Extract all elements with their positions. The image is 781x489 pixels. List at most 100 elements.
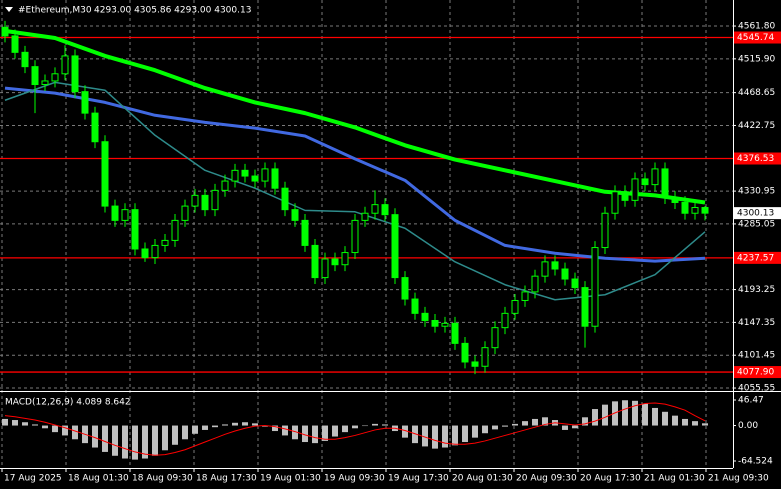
level-label-box <box>734 251 781 264</box>
y-tick-label: 4468.65 <box>738 88 775 98</box>
candle-body <box>491 327 499 349</box>
macd-bar <box>642 403 648 426</box>
candle-body <box>191 194 199 207</box>
macd-bar <box>232 422 238 426</box>
candle-body <box>481 347 489 367</box>
macd-bar <box>382 424 388 426</box>
candle-body <box>291 209 299 221</box>
level-label: 4237.57 <box>737 253 774 263</box>
macd-bar <box>202 425 208 430</box>
quote: 4293.00 4305.86 4293.00 4300.13 <box>94 6 251 16</box>
macd-bar <box>372 423 378 426</box>
macd-bar <box>142 425 148 459</box>
candle-body <box>81 91 89 114</box>
candle-body <box>11 35 19 53</box>
x-tick-label: 18 Aug 09:30 <box>132 474 193 484</box>
candle-body <box>671 197 679 204</box>
candle-body <box>531 275 539 293</box>
macd-bar <box>222 424 228 426</box>
macd-bar <box>512 423 518 426</box>
y-tick-label: 4515.90 <box>738 54 775 64</box>
macd-bar <box>452 425 458 446</box>
candle-body <box>581 287 589 327</box>
candle-body <box>231 169 239 182</box>
macd-bar <box>102 425 108 452</box>
candle-body <box>401 277 409 300</box>
candle-body <box>551 261 559 270</box>
candle-body <box>601 212 609 249</box>
macd-bar <box>692 421 698 426</box>
moving-average <box>4 86 706 263</box>
macd-bar <box>252 423 258 426</box>
x-tick-label: 21 Aug 01:30 <box>644 474 705 484</box>
x-tick-label: 20 Aug 09:30 <box>516 474 577 484</box>
macd-bar <box>72 425 78 440</box>
candle-body <box>321 258 329 279</box>
macd-bar <box>702 423 708 426</box>
macd-bar <box>422 425 428 447</box>
macd-bar <box>152 425 158 456</box>
macd-bar <box>192 425 198 434</box>
candle-body <box>171 219 179 241</box>
macd-bar <box>342 425 348 433</box>
candle-body <box>311 244 319 279</box>
x-tick-label: 19 Aug 01:30 <box>260 474 321 484</box>
candle-body <box>371 204 379 214</box>
macd-bar <box>2 418 8 426</box>
macd-bar <box>92 425 98 448</box>
candle-body <box>241 169 249 177</box>
macd-bar <box>282 425 288 436</box>
candle-body <box>331 258 339 266</box>
macd-bar <box>262 425 268 427</box>
macd-bar <box>412 425 418 444</box>
macd-bar <box>402 425 408 438</box>
candle-body <box>641 178 649 186</box>
candle-body <box>341 252 349 266</box>
candle-body <box>221 180 229 191</box>
y-tick-label: 4055.55 <box>738 384 775 394</box>
macd-bar <box>32 424 38 426</box>
level-label: 4376.53 <box>737 154 774 164</box>
candle-body <box>511 299 519 314</box>
y-tick-label: 4285.05 <box>738 219 775 229</box>
macd-bar <box>622 400 628 426</box>
macd-bar <box>502 425 508 427</box>
candle-body <box>631 178 639 201</box>
candle-body <box>301 219 309 246</box>
candle-body <box>161 239 169 246</box>
candle-body <box>441 322 449 327</box>
candle-body <box>451 322 459 344</box>
candle-body <box>51 73 59 82</box>
candle-body <box>421 312 429 321</box>
macd-bar <box>322 425 328 441</box>
candle-body <box>681 202 689 214</box>
macd-bar <box>482 425 488 434</box>
candle-body <box>541 261 549 277</box>
candle-body <box>121 209 129 221</box>
candle-body <box>41 80 49 86</box>
macd-bar <box>22 422 28 426</box>
macd-bar <box>132 425 138 460</box>
candle-body <box>381 204 389 216</box>
macd-bar <box>272 425 278 432</box>
x-tick-label: 21 Aug 09:30 <box>708 474 769 484</box>
macd-bar <box>432 425 438 449</box>
last-price-box <box>734 207 781 220</box>
macd-bar <box>112 425 118 456</box>
level-label-box <box>734 366 781 379</box>
candle-body <box>251 175 259 182</box>
macd-bar <box>332 425 338 437</box>
macd-bar <box>182 425 188 440</box>
candle-body <box>201 194 209 211</box>
candle-body <box>151 244 159 259</box>
candle-body <box>211 189 219 211</box>
macd-bar <box>242 422 248 426</box>
macd-bar <box>292 425 298 440</box>
candle-body <box>21 51 29 68</box>
macd-bar <box>42 425 48 429</box>
menu-icon <box>5 7 13 12</box>
candle-body <box>591 247 599 327</box>
macd-bar <box>562 425 568 430</box>
y-tick-label: 4561.80 <box>738 22 775 32</box>
